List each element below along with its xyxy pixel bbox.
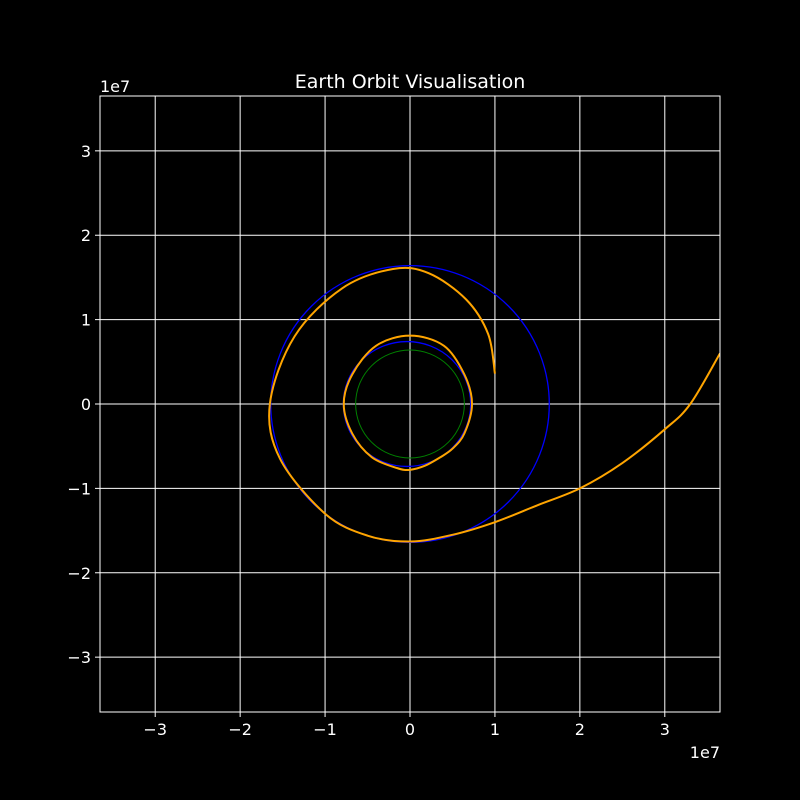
y-tick-label: −2 <box>67 564 91 583</box>
y-tick-label: 1 <box>81 311 91 330</box>
y-tick-label: −1 <box>67 479 91 498</box>
y-offset-label: 1e7 <box>100 77 130 96</box>
x-tick-label: 0 <box>405 720 415 739</box>
trajectory-line-3 <box>342 334 473 472</box>
grid <box>100 96 720 712</box>
earth-circle <box>355 349 465 459</box>
x-tick-label: 2 <box>575 720 585 739</box>
x-tick-label: 3 <box>660 720 670 739</box>
x-offset-label: 1e7 <box>690 743 720 762</box>
y-tick-label: 0 <box>81 395 91 414</box>
x-tick-label: −1 <box>313 720 337 739</box>
x-tick-label: −3 <box>143 720 167 739</box>
ticks: −3 −2 −1 0 1 2 3 −3 −2 −1 0 1 2 3 <box>67 142 669 739</box>
y-tick-label: 2 <box>81 226 91 245</box>
y-tick-label: 3 <box>81 142 91 161</box>
x-tick-label: −2 <box>228 720 252 739</box>
chart-title: Earth Orbit Visualisation <box>295 71 526 93</box>
x-tick-label: 1 <box>490 720 500 739</box>
series-layer <box>268 264 720 544</box>
trajectory-line-4 <box>268 266 720 543</box>
y-tick-label: −3 <box>67 648 91 667</box>
